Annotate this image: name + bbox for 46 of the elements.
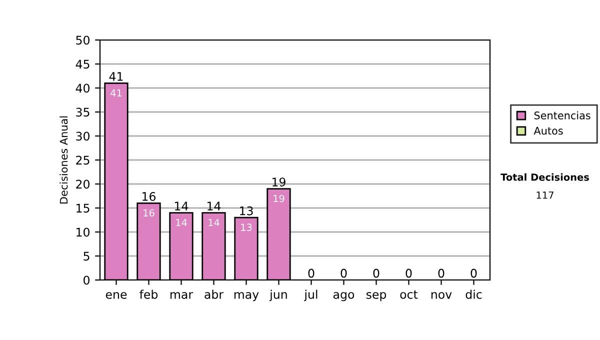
data-label: 14 bbox=[208, 218, 220, 226]
total-label: 13 bbox=[240, 206, 253, 216]
x-tick-label: jul bbox=[304, 290, 318, 302]
total-label: 14 bbox=[175, 202, 188, 210]
y-tick-label: 50 bbox=[76, 36, 90, 45]
y-tick-label: 20 bbox=[76, 180, 90, 189]
total-label: 0 bbox=[406, 268, 412, 278]
y-tick-label: 25 bbox=[76, 156, 90, 165]
x-tick-label: oct bbox=[400, 290, 418, 299]
y-axis-title: Decisiones Anual bbox=[60, 116, 68, 204]
total-label: 0 bbox=[438, 268, 444, 278]
text: 117 bbox=[536, 192, 554, 199]
x-tick-label: ene bbox=[106, 292, 127, 299]
data-label: 19 bbox=[274, 194, 284, 202]
total-label: 16 bbox=[142, 192, 156, 201]
x-tick-label: jun bbox=[269, 290, 287, 302]
y-tick-label: 0 bbox=[84, 276, 90, 285]
y-tick-label: 30 bbox=[76, 132, 90, 141]
total-label: 0 bbox=[373, 268, 380, 278]
total-label: 0 bbox=[470, 268, 477, 278]
y-tick-label: 15 bbox=[76, 204, 90, 213]
data-label: 13 bbox=[241, 224, 252, 231]
total-label: 41 bbox=[109, 72, 123, 81]
y-tick-label: 40 bbox=[76, 84, 90, 93]
y-tick-label: 45 bbox=[76, 60, 90, 69]
x-tick-label: feb bbox=[140, 290, 158, 299]
x-tick-label: dic bbox=[466, 290, 482, 299]
data-label: 41 bbox=[110, 89, 122, 96]
y-tick-label: 5 bbox=[84, 252, 90, 261]
y-tick-label: 35 bbox=[76, 108, 90, 117]
data-label: 14 bbox=[176, 218, 187, 226]
legend-label: Sentencias bbox=[534, 111, 590, 120]
y-tick-label: 10 bbox=[76, 228, 90, 237]
legend-label: Autos bbox=[534, 126, 563, 135]
x-tick-label: may bbox=[234, 292, 259, 302]
total-label: 0 bbox=[308, 268, 314, 278]
text: Total Decisiones bbox=[500, 173, 589, 181]
x-tick-label: sep bbox=[366, 292, 386, 302]
total-label: 19 bbox=[272, 178, 286, 187]
x-tick-label: mar bbox=[170, 292, 194, 299]
x-tick-label: abr bbox=[204, 290, 224, 299]
total-label: 0 bbox=[340, 268, 347, 278]
x-tick-label: ago bbox=[333, 292, 354, 302]
total-label: 14 bbox=[208, 202, 221, 210]
data-label: 16 bbox=[144, 209, 154, 217]
x-tick-label: nov bbox=[431, 292, 452, 299]
